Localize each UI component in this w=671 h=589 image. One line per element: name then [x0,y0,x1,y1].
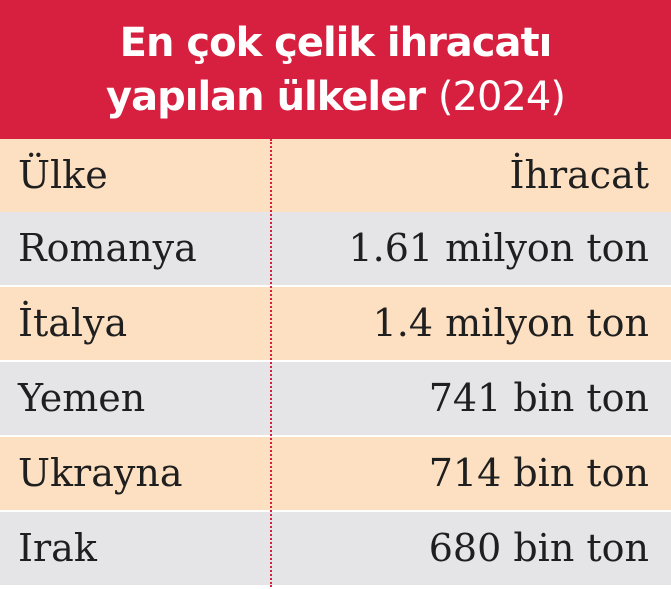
country-cell: Yemen [18,376,146,420]
column-header-export: İhracat [509,153,649,197]
country-cell: Romanya [18,226,197,270]
export-cell: 1.4 milyon ton [372,301,649,345]
table-row: Irak 680 bin ton [0,512,671,585]
table-row: Yemen 741 bin ton [0,362,671,435]
table-row: Ukrayna 714 bin ton [0,437,671,510]
export-cell: 741 bin ton [428,376,649,420]
title-line-2-main: yapılan ülkeler [106,73,426,120]
column-header-country: Ülke [18,153,108,197]
title-year: (2024) [437,73,566,120]
export-table: Ülke İhracat Romanya 1.61 milyon ton İta… [0,139,671,587]
title-line-2: yapılan ülkeler (2024) [106,70,566,124]
title-banner: En çok çelik ihracatı yapılan ülkeler (2… [0,0,671,139]
export-cell: 714 bin ton [428,451,649,495]
table-row: İtalya 1.4 milyon ton [0,287,671,360]
country-cell: İtalya [18,301,128,345]
country-cell: Ukrayna [18,451,183,495]
title-line-1: En çok çelik ihracatı [119,19,553,66]
country-cell: Irak [18,526,97,570]
table-row: Romanya 1.61 milyon ton [0,212,671,285]
export-cell: 680 bin ton [428,526,649,570]
column-divider [270,139,272,587]
export-cell: 1.61 milyon ton [348,226,649,270]
table-header-row: Ülke İhracat [0,139,671,212]
